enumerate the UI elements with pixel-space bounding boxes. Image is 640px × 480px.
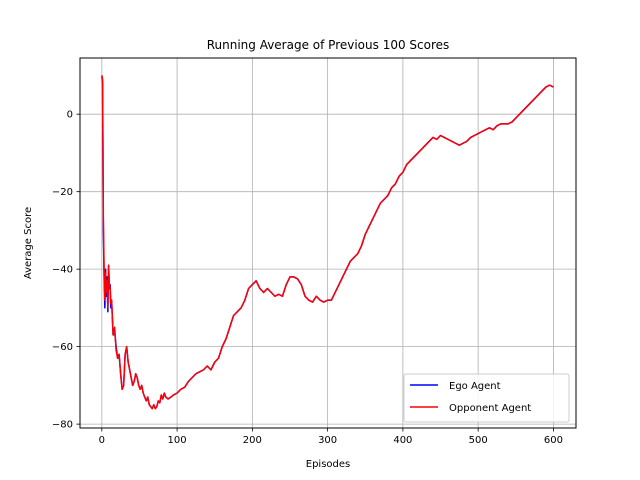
gridlines	[80, 58, 576, 428]
axis-ticks: 0 100 200 300 400 500 600 −80 −60 −40 −20 0	[52, 110, 563, 446]
series-lines	[101, 75, 554, 410]
x-tick-label: 200	[243, 435, 262, 446]
x-tick-label: 600	[544, 435, 563, 446]
legend-label-ego-agent: Ego Agent	[449, 381, 501, 392]
chart-title: Running Average of Previous 100 Scores	[207, 38, 450, 52]
y-tick-label: −40	[52, 265, 73, 276]
y-tick-label: −80	[52, 420, 73, 431]
x-tick-label: 500	[469, 435, 488, 446]
legend: Ego Agent Opponent Agent	[403, 373, 570, 423]
x-axis-label: Episodes	[306, 459, 350, 470]
y-axis-label: Average Score	[23, 207, 34, 279]
y-tick-label: 0	[67, 110, 73, 121]
legend-label-opponent-agent: Opponent Agent	[449, 403, 531, 414]
x-tick-label: 100	[168, 435, 187, 446]
x-tick-label: 300	[318, 435, 337, 446]
legend-frame	[403, 373, 570, 423]
x-tick-label: 0	[99, 435, 105, 446]
y-tick-label: −60	[52, 342, 73, 353]
series-line-opponent-agent	[101, 75, 554, 410]
y-tick-label: −20	[52, 187, 73, 198]
x-tick-label: 400	[393, 435, 412, 446]
